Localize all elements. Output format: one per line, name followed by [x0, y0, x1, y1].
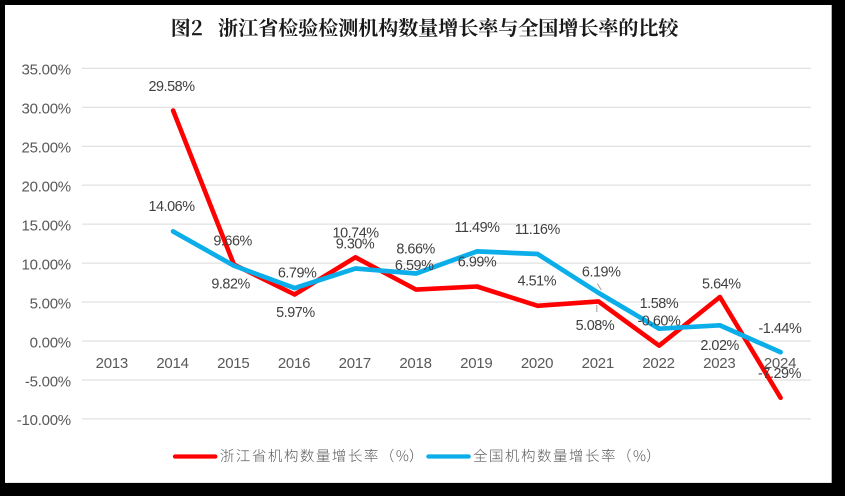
svg-text:-10.00%: -10.00%: [17, 412, 71, 429]
svg-text:2022: 2022: [642, 355, 674, 372]
svg-text:2018: 2018: [399, 355, 431, 372]
svg-text:2021: 2021: [582, 355, 614, 372]
svg-text:2.02%: 2.02%: [700, 338, 739, 354]
svg-text:5.08%: 5.08%: [576, 318, 615, 334]
svg-text:5.00%: 5.00%: [30, 295, 71, 312]
svg-text:9.66%: 9.66%: [213, 234, 252, 250]
svg-text:29.58%: 29.58%: [148, 79, 195, 95]
svg-text:2015: 2015: [217, 355, 249, 372]
svg-text:35.00%: 35.00%: [22, 62, 71, 79]
svg-text:2024: 2024: [764, 355, 796, 372]
svg-text:0.00%: 0.00%: [30, 334, 71, 351]
svg-text:30.00%: 30.00%: [22, 101, 71, 118]
svg-text:2023: 2023: [703, 355, 735, 372]
svg-text:1.58%: 1.58%: [640, 296, 679, 312]
svg-text:2016: 2016: [278, 355, 310, 372]
svg-text:15.00%: 15.00%: [22, 217, 71, 234]
svg-text:2020: 2020: [521, 355, 553, 372]
svg-text:11.49%: 11.49%: [454, 220, 500, 236]
svg-text:4.51%: 4.51%: [518, 274, 557, 290]
svg-text:8.66%: 8.66%: [396, 242, 435, 258]
svg-text:10.00%: 10.00%: [22, 256, 71, 273]
svg-text:5.97%: 5.97%: [276, 305, 315, 321]
svg-text:25.00%: 25.00%: [22, 140, 71, 157]
svg-text:2014: 2014: [156, 355, 188, 372]
svg-text:6.79%: 6.79%: [278, 266, 317, 282]
svg-text:20.00%: 20.00%: [22, 178, 71, 195]
svg-text:2013: 2013: [96, 355, 128, 372]
svg-text:6.59%: 6.59%: [395, 258, 434, 274]
svg-text:-7.29%: -7.29%: [758, 366, 802, 382]
svg-text:6.19%: 6.19%: [582, 265, 621, 281]
svg-text:14.06%: 14.06%: [148, 199, 195, 215]
svg-text:5.64%: 5.64%: [702, 277, 741, 293]
svg-text:9.30%: 9.30%: [336, 237, 375, 253]
svg-text:2019: 2019: [460, 355, 492, 372]
svg-text:-1.44%: -1.44%: [758, 321, 802, 337]
svg-text:2017: 2017: [339, 355, 371, 372]
svg-text:-5.00%: -5.00%: [25, 373, 71, 390]
svg-text:9.82%: 9.82%: [211, 277, 250, 293]
svg-text:10.74%: 10.74%: [333, 226, 380, 242]
svg-text:11.16%: 11.16%: [515, 222, 561, 238]
svg-text:-0.60%: -0.60%: [637, 314, 681, 330]
svg-text:6.99%: 6.99%: [458, 255, 497, 271]
